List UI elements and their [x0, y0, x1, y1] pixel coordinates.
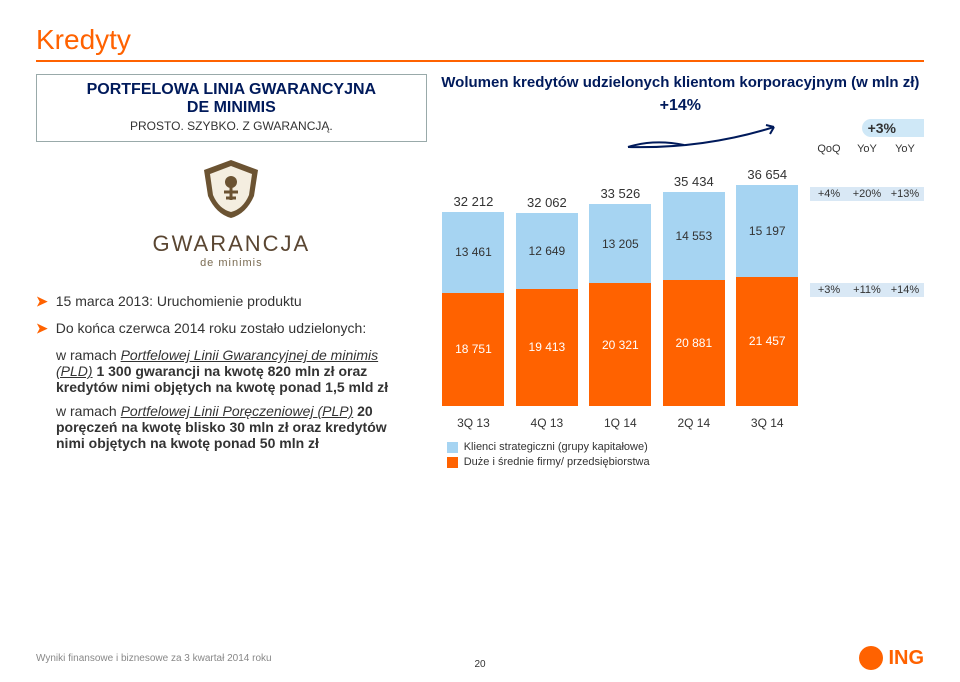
footer-left: Wyniki finansowe i biznesowe za 3 kwarta…	[36, 653, 272, 664]
shield-icon	[196, 158, 266, 220]
delta-row-top: +3% +11% +14%	[810, 283, 924, 297]
bar-total-label: 35 434	[663, 174, 725, 189]
delta-row-total: +4% +20% +13%	[810, 187, 924, 201]
title-underline	[36, 60, 924, 62]
delta-top-yoy2: +14%	[886, 283, 924, 297]
legend-row-2: Duże i średnie firmy/ przedsiębiorstwa	[447, 456, 804, 468]
sub1-prefix: w ramach	[56, 347, 121, 363]
legend: Klienci strategiczni (grupy kapitałowe) …	[447, 438, 804, 468]
bar-segment-top: 14 553	[663, 192, 725, 280]
sub-bullet-2: w ramach Portfelowej Linii Poręczeniowej…	[56, 403, 417, 451]
left-column: PORTFELOWA LINIA GWARANCYJNA DE MINIMIS …	[36, 74, 427, 468]
bar: 32 21213 46118 751	[442, 212, 504, 406]
logo-sub: de minimis	[46, 257, 417, 269]
bullet-1: ➤ 15 marca 2013: Uruchomienie produktu	[36, 293, 417, 310]
box-subtitle: PROSTO. SZYBKO. Z GWARANCJĄ.	[37, 119, 426, 141]
bar-segment-top: 13 205	[589, 204, 651, 284]
right-column: Wolumen kredytów udzielonych klientom ko…	[427, 74, 924, 468]
brand-text: ING	[888, 647, 924, 670]
brand-logo: ING	[859, 646, 924, 670]
bar-segment-top: 13 461	[442, 212, 504, 293]
delta-headers: QoQ YoY YoY	[810, 143, 924, 155]
bar-total-label: 32 212	[442, 194, 504, 209]
box-header-l2: DE MINIMIS	[187, 99, 276, 116]
arrow-icon: ➤	[36, 293, 48, 310]
bar: 36 65415 19721 457	[736, 185, 798, 406]
delta-top-yoy1: +11%	[848, 283, 886, 297]
page-number: 20	[474, 659, 485, 670]
bar-segment-bottom: 21 457	[736, 277, 798, 406]
bar-segment-bottom: 20 321	[589, 283, 651, 406]
bar: 33 52613 20520 321	[589, 204, 651, 406]
bullet-2-text: Do końca czerwca 2014 roku zostało udzie…	[56, 320, 367, 337]
legend-swatch-1	[447, 442, 458, 453]
x-axis: 3Q 13 4Q 13 1Q 14 2Q 14 3Q 14	[437, 416, 804, 430]
logo-text: GWARANCJA de minimis	[46, 231, 417, 269]
bar-total-label: 36 654	[736, 167, 798, 182]
logo: GWARANCJA de minimis	[36, 142, 427, 279]
product-box: PORTFELOWA LINIA GWARANCYJNA DE MINIMIS …	[36, 74, 427, 142]
delta-h-yoy1: YoY	[848, 143, 886, 155]
bar: 32 06212 64919 413	[516, 213, 578, 406]
trend-swoosh-icon	[624, 119, 784, 153]
bar-total-label: 32 062	[516, 195, 578, 210]
bar-segment-bottom: 18 751	[442, 293, 504, 406]
page-title: Kredyty	[36, 24, 924, 56]
delta-h-qoq: QoQ	[810, 143, 848, 155]
legend-swatch-2	[447, 457, 458, 468]
bar-region: 32 21213 46118 75132 06212 64919 41333 5…	[437, 185, 804, 406]
legend-label-1: Klienci strategiczni (grupy kapitałowe)	[464, 441, 648, 453]
legend-label-2: Duże i średnie firmy/ przedsiębiorstwa	[464, 456, 650, 468]
box-header-l1: PORTFELOWA LINIA GWARANCYJNA	[87, 81, 376, 98]
qoq-badge: +3%	[862, 119, 924, 137]
x-tick-label: 1Q 14	[589, 416, 651, 430]
bullets: ➤ 15 marca 2013: Uruchomienie produktu ➤…	[36, 293, 427, 451]
bar-segment-bottom: 19 413	[516, 289, 578, 406]
x-tick-label: 3Q 14	[736, 416, 798, 430]
x-tick-label: 4Q 13	[516, 416, 578, 430]
sub-bullet-1: w ramach Portfelowej Linii Gwarancyjnej …	[56, 347, 417, 395]
bar-segment-bottom: 20 881	[663, 280, 725, 406]
bar-segment-top: 15 197	[736, 185, 798, 277]
x-tick-label: 2Q 14	[663, 416, 725, 430]
bar: 35 43414 55320 881	[663, 192, 725, 406]
chart-area: QoQ YoY YoY +4% +20% +13% +3% +11% +14% …	[437, 143, 924, 468]
x-tick-label: 3Q 13	[442, 416, 504, 430]
sub1-rest: 1 300 gwarancji na kwotę 820 mln zł oraz…	[56, 363, 388, 395]
legend-row-1: Klienci strategiczni (grupy kapitałowe)	[447, 441, 804, 453]
sub2-prefix: w ramach	[56, 403, 121, 419]
delta-total-yoy1: +20%	[848, 187, 886, 201]
chart-title: Wolumen kredytów udzielonych klientom ko…	[437, 74, 924, 91]
delta-h-yoy2: YoY	[886, 143, 924, 155]
bar-total-label: 33 526	[589, 186, 651, 201]
sub2-em: Portfelowej Linii Poręczeniowej (PLP)	[121, 403, 354, 419]
delta-total-qoq: +4%	[810, 187, 848, 201]
delta-total-yoy2: +13%	[886, 187, 924, 201]
growth-badge: +14%	[437, 97, 924, 115]
bullet-1-text: 15 marca 2013: Uruchomienie produktu	[56, 293, 302, 310]
lion-icon	[859, 646, 883, 670]
delta-top-qoq: +3%	[810, 283, 848, 297]
arrow-icon: ➤	[36, 320, 48, 337]
bar-segment-top: 12 649	[516, 213, 578, 289]
bullet-2: ➤ Do końca czerwca 2014 roku zostało udz…	[36, 320, 417, 337]
logo-main: GWARANCJA	[152, 231, 310, 256]
box-header: PORTFELOWA LINIA GWARANCYJNA DE MINIMIS	[37, 75, 426, 119]
